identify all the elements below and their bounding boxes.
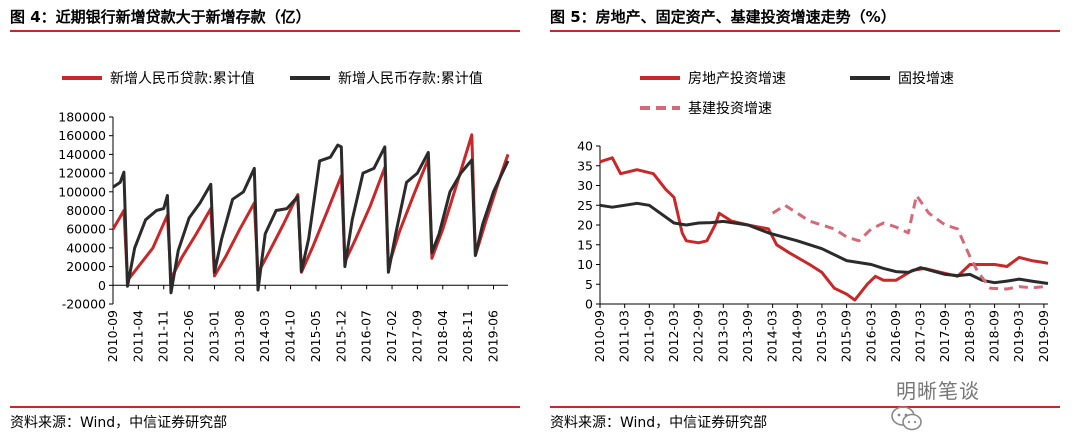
x-tick-label: 2015-03 xyxy=(814,310,829,362)
x-tick-label: 2017-09 xyxy=(937,310,952,362)
y-tick-label: 100000 xyxy=(58,184,106,199)
x-tick-label: 2011-11 xyxy=(156,310,171,362)
y-tick-label: 40000 xyxy=(66,240,106,255)
right-bottom-rule xyxy=(550,406,1060,408)
x-tick-label: 2018-04 xyxy=(435,310,450,362)
x-tick-label: 2013-01 xyxy=(206,310,221,362)
y-tick-label: 20 xyxy=(577,218,593,233)
x-tick-label: 2012-06 xyxy=(181,310,196,362)
right-top-rule xyxy=(550,30,1060,32)
x-tick-label: 2015-09 xyxy=(839,310,854,362)
x-tick-label: 2010-09 xyxy=(105,310,120,362)
y-tick-label: 160000 xyxy=(58,128,106,143)
x-tick-label: 2019-09 xyxy=(1036,310,1051,362)
series-line-2 xyxy=(112,143,510,295)
legend-label-1: 房地产投资增速 xyxy=(688,71,786,87)
x-tick-label: 2015-05 xyxy=(308,310,323,362)
watermark: 明晰笔谈 xyxy=(890,372,980,431)
watermark-text: 明晰笔谈 xyxy=(896,378,980,403)
x-tick-label: 2017-02 xyxy=(384,310,399,362)
x-tick-label: 2019-06 xyxy=(486,310,501,362)
x-tick-label: 2012-09 xyxy=(691,310,706,362)
series-line-2 xyxy=(599,201,1049,285)
y-tick-label: 5 xyxy=(585,277,593,292)
x-tick-label: 2011-03 xyxy=(617,310,632,362)
y-tick-label: 35 xyxy=(577,158,593,173)
x-tick-label: 2014-03 xyxy=(765,310,780,362)
y-tick-label: 10 xyxy=(577,257,593,272)
y-tick-label: 0 xyxy=(98,278,106,293)
legend-label-2: 固投增速 xyxy=(898,71,954,87)
y-tick-label: 30 xyxy=(577,178,593,193)
x-tick-label: 2012-03 xyxy=(666,310,681,362)
y-tick-label: 60000 xyxy=(66,222,106,237)
right-panel: 图 5：房地产、固定资产、基建投资增速走势（%） 0 5 10 15 20 25 30 35 4… xyxy=(550,0,1070,437)
x-tick-label: 2011-04 xyxy=(130,310,145,362)
y-tick-label: 0 xyxy=(585,297,593,312)
right-figure-title: 图 5：房地产、固定资产、基建投资增速走势（%） xyxy=(550,8,896,26)
x-tick-label: 2018-11 xyxy=(460,310,475,362)
legend-label-2: 新增人民币存款:累计值 xyxy=(338,71,483,87)
chat-bubble-icon xyxy=(891,406,922,431)
y-tick-label: 40 xyxy=(577,139,593,154)
legend-label-1: 新增人民币贷款:累计值 xyxy=(110,71,255,87)
right-source-note: 资料来源：Wind，中信证券研究部 xyxy=(550,415,768,431)
series-line-1 xyxy=(111,133,510,283)
x-tick-label: 2014-09 xyxy=(789,310,804,362)
x-tick-label: 2013-08 xyxy=(232,310,247,362)
left-source-note: 资料来源：Wind，中信证券研究部 xyxy=(10,415,228,431)
legend-label-3: 基建投资增速 xyxy=(688,100,772,117)
y-tick-label: 15 xyxy=(577,237,593,252)
right-chart: 0 5 10 15 20 25 30 35 40 2010-09 2011-03 2011-09 201… xyxy=(577,71,1051,362)
x-tick-label: 2019-03 xyxy=(1011,310,1026,362)
x-tick-label: 2010-09 xyxy=(592,310,607,362)
y-tick-label: 80000 xyxy=(66,203,106,218)
y-tick-label: 120000 xyxy=(58,166,106,181)
x-tick-label: 2011-09 xyxy=(641,310,656,362)
x-tick-label: 2014-03 xyxy=(257,310,272,362)
y-tick-label: 25 xyxy=(577,198,593,213)
series-line-1 xyxy=(599,156,1049,302)
y-tick-label: 180000 xyxy=(58,110,106,125)
y-tick-label: -20000 xyxy=(62,297,106,312)
left-chart: -20000 0 20000 40000 60000 80000 100000 120000 1… xyxy=(58,71,510,362)
x-tick-label: 2017-03 xyxy=(913,310,928,362)
left-panel: 图 4：近期银行新增贷款大于新增存款（亿） -20000 0 20000 40000 6… xyxy=(10,0,530,437)
x-tick-label: 2016-07 xyxy=(359,310,374,362)
y-tick-label: 20000 xyxy=(66,259,106,274)
x-tick-label: 2013-03 xyxy=(715,310,730,362)
left-top-rule xyxy=(10,30,520,32)
left-bottom-rule xyxy=(10,406,520,408)
x-tick-label: 2014-10 xyxy=(283,310,298,362)
x-tick-label: 2018-09 xyxy=(987,310,1002,362)
x-tick-label: 2018-03 xyxy=(962,310,977,362)
left-figure-title: 图 4：近期银行新增贷款大于新增存款（亿） xyxy=(10,8,311,26)
x-tick-label: 2013-09 xyxy=(740,310,755,362)
x-tick-label: 2017-09 xyxy=(409,310,424,362)
x-tick-label: 2016-03 xyxy=(863,310,878,362)
series-line-3 xyxy=(771,193,1049,291)
x-tick-label: 2016-09 xyxy=(888,310,903,362)
x-tick-label: 2015-12 xyxy=(333,310,348,362)
y-tick-label: 140000 xyxy=(58,147,106,162)
